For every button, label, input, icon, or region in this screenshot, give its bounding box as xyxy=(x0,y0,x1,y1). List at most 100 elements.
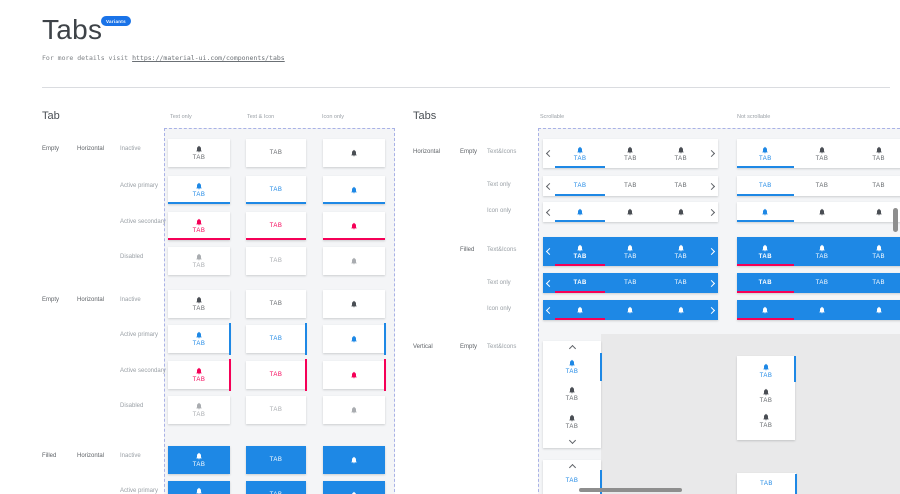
scroll-left-button[interactable] xyxy=(543,237,555,266)
chevron-up-icon xyxy=(568,463,576,472)
bell-icon xyxy=(677,306,685,314)
tab[interactable]: TAB xyxy=(168,323,231,355)
tab[interactable] xyxy=(323,323,386,355)
tab[interactable]: TAB xyxy=(737,176,794,196)
scroll-right-button[interactable] xyxy=(706,273,718,293)
tab[interactable]: TAB xyxy=(737,139,794,168)
scroll-left-button[interactable] xyxy=(543,202,555,222)
tab[interactable]: TAB xyxy=(555,273,606,293)
tab[interactable]: TAB xyxy=(246,481,306,494)
tab[interactable] xyxy=(555,300,606,320)
tab[interactable]: TAB xyxy=(794,176,851,196)
tab[interactable]: TAB xyxy=(168,359,231,391)
tab[interactable] xyxy=(605,300,655,320)
tab[interactable]: TAB xyxy=(168,139,230,167)
tab[interactable]: TAB xyxy=(656,176,706,196)
tab[interactable] xyxy=(323,290,385,318)
scroll-left-button[interactable] xyxy=(543,273,555,293)
scroll-left-button[interactable] xyxy=(543,300,555,320)
tab[interactable] xyxy=(323,396,385,424)
scroll-right-button[interactable] xyxy=(706,176,718,196)
tab[interactable]: TAB xyxy=(737,383,795,409)
tab[interactable]: TAB xyxy=(168,247,230,275)
tab-label: TAB xyxy=(269,187,283,193)
tab[interactable] xyxy=(323,139,385,167)
tab[interactable]: TAB xyxy=(605,176,655,196)
tab[interactable] xyxy=(323,359,386,391)
tab[interactable]: TAB xyxy=(246,446,306,474)
tab[interactable] xyxy=(555,202,606,222)
tab-label: TAB xyxy=(624,155,637,162)
tab[interactable] xyxy=(605,202,655,222)
tab-label: TAB xyxy=(270,492,283,494)
tab[interactable]: TAB xyxy=(656,273,706,293)
docs-link[interactable]: https://material-ui.com/components/tabs xyxy=(132,54,285,62)
tab[interactable]: TAB xyxy=(656,237,706,266)
tab[interactable]: TAB xyxy=(737,273,794,293)
tab[interactable] xyxy=(323,176,385,204)
horizontal-scrollbar-thumb[interactable] xyxy=(579,488,682,492)
tab[interactable] xyxy=(850,202,900,222)
scroll-right-button[interactable] xyxy=(706,237,718,266)
tab[interactable]: TAB xyxy=(246,212,306,240)
scroll-up-button[interactable] xyxy=(543,344,601,353)
tab[interactable]: TAB xyxy=(168,481,230,494)
tab[interactable]: TAB xyxy=(168,176,230,204)
tab[interactable]: TAB xyxy=(737,409,795,433)
tab[interactable]: TAB xyxy=(168,396,230,424)
tab[interactable]: TAB xyxy=(794,237,851,266)
tab[interactable]: TAB xyxy=(246,139,306,167)
tab[interactable]: TAB xyxy=(246,176,306,204)
tab[interactable]: TAB xyxy=(168,290,230,318)
tab[interactable]: TAB xyxy=(656,139,706,168)
tab[interactable]: TAB xyxy=(850,273,900,293)
tab[interactable] xyxy=(794,202,851,222)
tab[interactable]: TAB xyxy=(737,359,795,383)
tab[interactable] xyxy=(656,300,706,320)
vertical-scrollbar-thumb[interactable] xyxy=(893,208,898,232)
scroll-left-button[interactable] xyxy=(543,139,555,168)
tab[interactable] xyxy=(323,247,385,275)
tab[interactable] xyxy=(737,300,794,320)
scroll-right-button[interactable] xyxy=(706,139,718,168)
tab[interactable]: TAB xyxy=(850,139,900,168)
tab[interactable]: TAB xyxy=(555,139,606,168)
tab[interactable]: TAB xyxy=(737,476,796,492)
tab-label: TAB xyxy=(759,398,773,404)
bell-icon xyxy=(761,306,769,314)
tab[interactable]: TAB xyxy=(794,139,851,168)
tab[interactable]: TAB xyxy=(543,408,601,436)
tab[interactable]: TAB xyxy=(605,139,655,168)
tab[interactable]: TAB xyxy=(605,273,655,293)
tab[interactable]: TAB xyxy=(605,237,655,266)
tab[interactable] xyxy=(737,202,794,222)
scroll-up-button[interactable] xyxy=(543,463,601,472)
scroll-right-button[interactable] xyxy=(706,202,718,222)
tab[interactable]: TAB xyxy=(246,359,307,391)
scroll-right-button[interactable] xyxy=(706,300,718,320)
tab[interactable]: TAB xyxy=(850,176,900,196)
tab[interactable] xyxy=(323,446,385,474)
tab[interactable]: TAB xyxy=(543,472,601,490)
bell-icon xyxy=(350,186,358,194)
tab[interactable]: TAB xyxy=(737,237,794,266)
tab[interactable]: TAB xyxy=(246,290,306,318)
tab[interactable]: TAB xyxy=(850,237,900,266)
tab[interactable]: TAB xyxy=(555,237,606,266)
tab[interactable]: TAB xyxy=(555,176,606,196)
tab[interactable]: TAB xyxy=(794,273,851,293)
tab[interactable]: TAB xyxy=(543,381,601,409)
tab[interactable]: TAB xyxy=(246,247,306,275)
tab[interactable] xyxy=(656,202,706,222)
tab[interactable] xyxy=(323,481,385,494)
tab[interactable]: TAB xyxy=(168,212,230,240)
tab[interactable] xyxy=(794,300,851,320)
tab[interactable]: TAB xyxy=(168,446,230,474)
tab[interactable] xyxy=(850,300,900,320)
tab[interactable]: TAB xyxy=(246,396,306,424)
scroll-down-button[interactable] xyxy=(543,436,601,445)
tab[interactable] xyxy=(323,212,385,240)
tab[interactable]: TAB xyxy=(543,353,601,381)
tab[interactable]: TAB xyxy=(246,323,307,355)
scroll-left-button[interactable] xyxy=(543,176,555,196)
